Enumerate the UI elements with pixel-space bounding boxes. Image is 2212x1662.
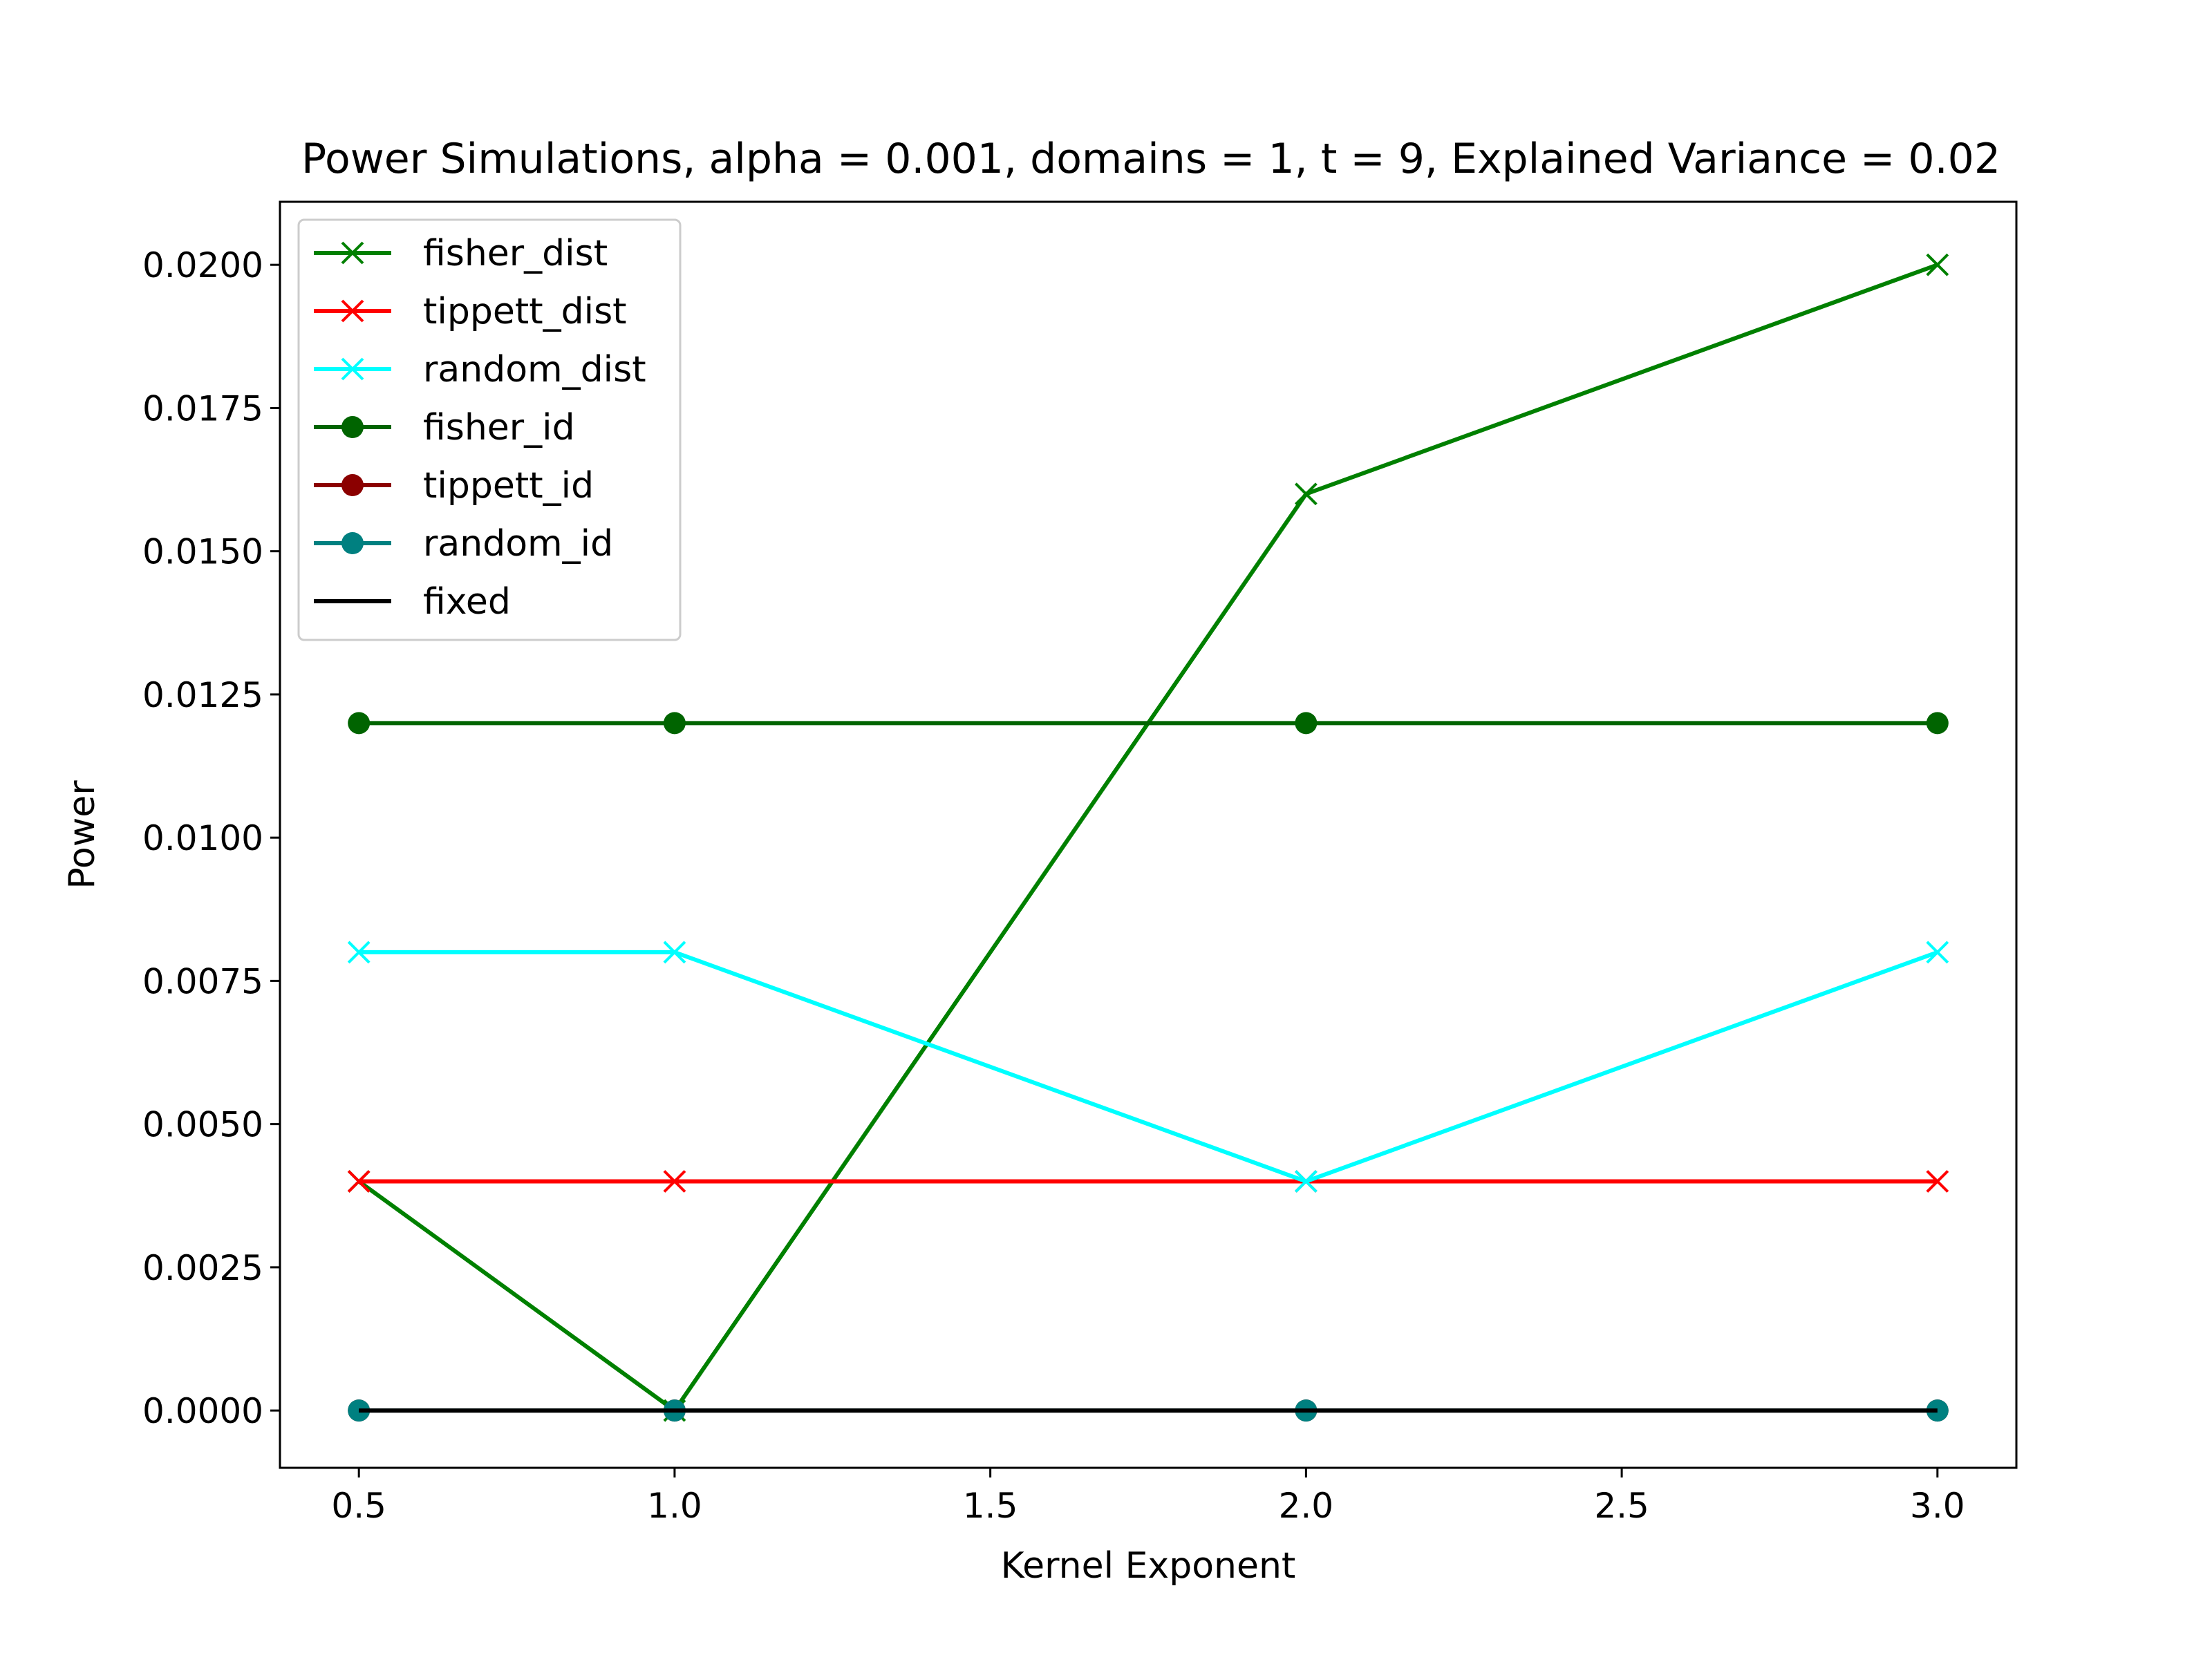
- legend-entry-random-dist: random_dist: [314, 349, 646, 390]
- legend-label: fixed: [423, 581, 511, 623]
- y-tick-label: 0.0075: [142, 961, 263, 1001]
- x-tick-label: 0.5: [331, 1486, 386, 1526]
- tippett-dist-point: [347, 1170, 371, 1193]
- random-dist-point: [347, 941, 371, 964]
- y-tick-label: 0.0000: [142, 1391, 263, 1431]
- random-dist-point: [1926, 941, 1949, 964]
- legend-label: fisher_dist: [423, 233, 608, 274]
- x-tick-label: 2.0: [1279, 1486, 1334, 1526]
- tippett-dist-point: [1926, 1170, 1949, 1193]
- x-axis-label: Kernel Exponent: [1001, 1545, 1296, 1587]
- fisher-id-point: [348, 712, 371, 735]
- legend-marker: [341, 241, 364, 265]
- legend-entry-fixed: fixed: [314, 581, 511, 623]
- x-tick-label: 3.0: [1910, 1486, 1965, 1526]
- legend-label: random_dist: [423, 349, 646, 390]
- x-tick-label: 2.5: [1594, 1486, 1649, 1526]
- series-fisher-id: [348, 712, 1949, 735]
- fisher-dist-line: [357, 263, 1938, 1413]
- legend-entry-tippett-dist: tippett_dist: [314, 291, 627, 332]
- legend-label: random_id: [423, 523, 613, 565]
- x-axis: 0.5 1.0 1.5 2.0 2.5 3.0: [331, 1468, 1965, 1526]
- legend-box: [297, 218, 682, 641]
- y-axis-label: Power: [62, 780, 103, 889]
- tippett-dist-point: [663, 1170, 686, 1193]
- y-tick-label: 0.0125: [142, 675, 263, 715]
- legend-entry-fisher-id: fisher_id: [314, 407, 575, 448]
- x-tick-label: 1.5: [963, 1486, 1018, 1526]
- fisher-dist-point: [1294, 482, 1318, 506]
- legend-marker: [341, 474, 364, 496]
- legend-label: tippett_dist: [423, 291, 627, 332]
- y-tick-label: 0.0175: [142, 388, 263, 428]
- random-dist-point: [1294, 1170, 1318, 1193]
- legend-marker: [341, 532, 364, 554]
- legend-marker: [341, 416, 364, 438]
- fisher-id-point: [663, 712, 686, 735]
- chart-title: Power Simulations, alpha = 0.001, domain…: [301, 135, 2000, 183]
- y-tick-label: 0.0025: [142, 1248, 263, 1288]
- legend-label: tippett_id: [423, 465, 594, 507]
- fisher-dist-point: [1926, 253, 1949, 276]
- y-tick-label: 0.0200: [142, 245, 263, 285]
- fisher-id-point: [1295, 712, 1318, 735]
- random-dist-point: [663, 941, 686, 964]
- x-tick-label: 1.0: [647, 1486, 702, 1526]
- fisher-id-point: [1926, 712, 1949, 735]
- series-layer: [347, 253, 1949, 1422]
- legend-label: fisher_id: [423, 407, 575, 448]
- legend-entry-random-id: random_id: [314, 523, 613, 565]
- legend-marker: [341, 357, 364, 381]
- legend-entry-fisher-dist: fisher_dist: [314, 233, 608, 274]
- legend: fisher_dist tippett_dist random_distfisher…: [297, 218, 682, 641]
- legend-marker: [341, 299, 364, 323]
- legend-entry-tippett-id: tippett_id: [314, 465, 594, 507]
- axes-frame: [279, 200, 2018, 1469]
- y-axis: 0.0000 0.0025 0.0050 0.0075 0.0100 0.0125 0.01…: [142, 245, 280, 1431]
- y-tick-label: 0.0050: [142, 1105, 263, 1145]
- series-random-dist: [347, 941, 1949, 1193]
- y-tick-label: 0.0100: [142, 818, 263, 858]
- y-tick-label: 0.0150: [142, 532, 263, 572]
- random-dist-line: [359, 950, 1938, 1184]
